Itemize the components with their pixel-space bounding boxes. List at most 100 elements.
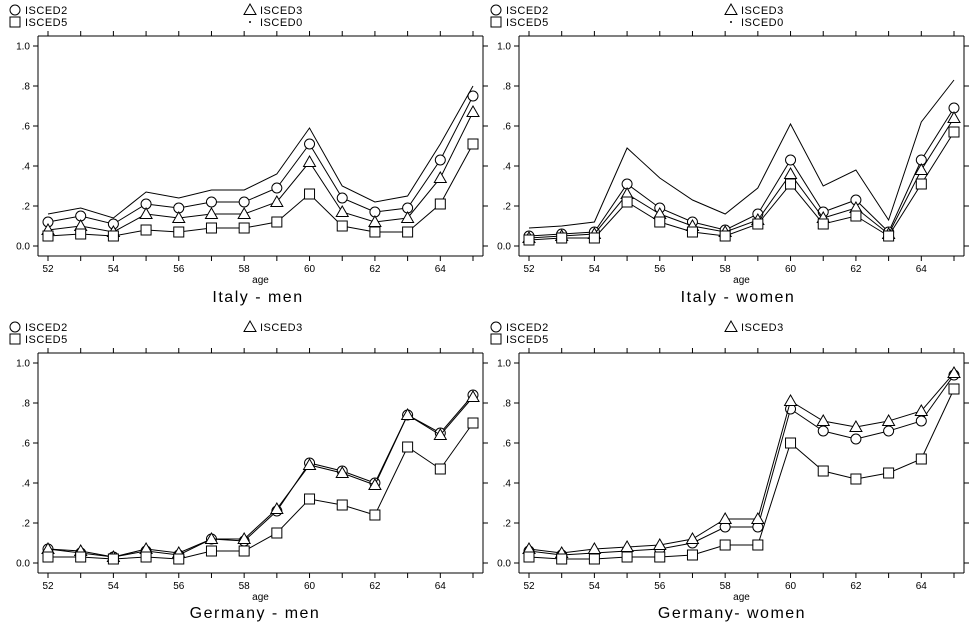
series-isced2 [42,389,479,563]
x-tick-label: 62 [850,581,862,592]
series-isced0 [47,85,474,219]
legend-item-isced0: ISCED0 [730,17,784,29]
data-point-square [173,553,185,565]
data-point-square [850,473,862,485]
series-isced3 [41,104,480,237]
y-tick-label: 0.0 [497,242,511,253]
data-point-square [686,549,698,561]
y-tick-label: 1.0 [497,42,511,53]
data-point-square [238,222,250,234]
legend-item-isced2: ISCED2 [9,321,67,334]
x-axis-label: age [252,275,269,286]
legend-circle-icon [9,4,21,16]
legend-triangle-icon [243,2,257,15]
chart-title: Italy - men [212,289,303,306]
data-point-triangle [335,204,350,217]
legend-label: ISCED2 [25,5,68,17]
data-point-triangle [139,206,153,219]
legend-label: ISCED3 [260,5,303,17]
data-point-square [336,220,348,232]
legend-label: ISCED5 [25,17,68,29]
series-line [528,372,955,554]
data-point-square [850,210,862,222]
data-point-square [719,539,731,551]
data-point-circle [271,182,283,194]
data-point-triangle [685,531,700,544]
data-point-square [948,126,960,138]
data-point-square [588,232,600,244]
series-isced0 [528,79,955,229]
y-tick-label: 0.0 [497,559,511,570]
data-point-square [752,218,764,230]
y-tick-label: .8 [503,399,512,410]
data-point-triangle [400,210,415,223]
data-point-square [238,545,250,557]
legend-item-isced5: ISCED5 [490,16,549,29]
x-tick-label: 62 [850,264,862,275]
data-point-triangle [204,206,219,219]
data-point-triangle [914,403,929,416]
data-point-square [271,527,283,539]
data-point-triangle [783,393,798,406]
legend-item-isced3: ISCED3 [724,2,784,17]
x-tick-label: 64 [435,581,447,592]
x-tick-label: 56 [654,581,666,592]
legend-item-isced0: ISCED0 [249,17,302,29]
series-isced3 [41,389,480,562]
x-tick-label: 64 [916,264,928,275]
legend-label: ISCED0 [741,17,784,29]
legend-label: ISCED3 [260,322,303,334]
legend-square-icon [490,16,502,28]
data-point-triangle [914,162,929,175]
data-point-square [621,196,633,208]
data-point-triangle [269,194,284,207]
data-point-triangle [849,419,863,432]
x-tick-label: 56 [173,581,185,592]
x-tick-label: 52 [42,264,54,275]
y-tick-label: .2 [22,202,31,213]
data-point-triangle [947,365,961,378]
data-point-square [817,218,829,230]
x-tick-label: 54 [589,264,601,275]
legend-label: ISCED5 [506,17,549,29]
data-point-square [883,230,895,242]
data-point-square [434,463,446,475]
data-point-square [107,553,119,565]
data-point-triangle [947,110,961,123]
y-tick-label: .4 [503,479,512,490]
x-tick-label: 58 [239,264,251,275]
data-point-triangle [652,537,667,550]
data-point-square [75,551,87,563]
data-point-square [205,545,217,557]
x-tick-label: 64 [435,264,447,275]
series-isced2 [523,102,960,242]
data-point-square [915,453,927,465]
panel-italy-men: 0.0 .2 .4 .6 .8 1.0 52 54 56 58 60 62 64 age Italy - m… [9,2,488,306]
data-point-triangle [816,413,831,426]
data-point-square [369,226,381,238]
legend-item-isced2: ISCED2 [490,4,548,17]
series-isced5 [42,417,479,565]
chart-title: Italy - women [681,289,796,306]
series-line [528,107,955,237]
x-tick-label: 54 [108,264,120,275]
legend-item-isced3: ISCED3 [724,319,783,334]
x-tick-label: 56 [654,264,666,275]
y-tick-label: .4 [503,162,512,173]
legend-label: ISCED3 [741,5,784,17]
data-point-circle [785,154,797,166]
data-point-circle [434,154,446,166]
data-point-triangle [400,407,415,420]
legend-triangle-icon [243,319,257,332]
x-tick-label: 60 [304,264,316,275]
legend-item-isced2: ISCED2 [9,4,68,17]
x-tick-label: 64 [916,581,928,592]
panel-germany-women: 0.0 .2 .4 .6 .8 1.0 52 54 56 58 60 62 64 age Germany- … [490,319,969,622]
legend-triangle-icon [724,2,738,15]
y-tick-label: .6 [503,122,512,133]
data-point-square [336,499,348,511]
x-axis-label: age [733,275,750,286]
series-isced5 [42,138,479,242]
x-tick-label: 54 [589,581,601,592]
series-line [47,85,474,219]
